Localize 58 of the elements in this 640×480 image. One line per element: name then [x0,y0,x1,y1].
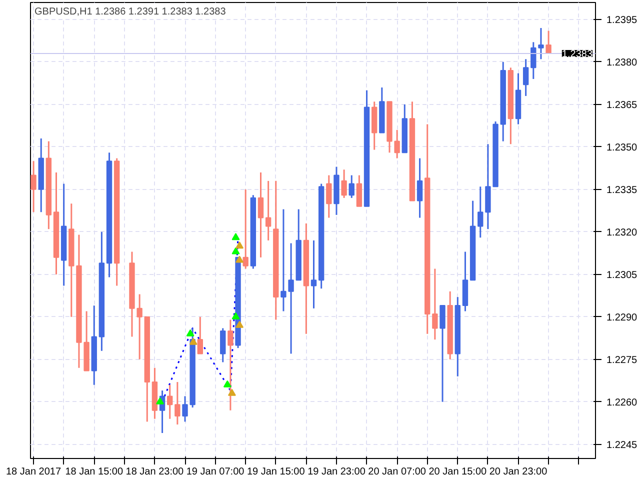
y-tick-label: 1.2245 [606,440,638,451]
point [156,397,164,404]
candlestick [310,240,317,310]
candlestick [288,242,294,354]
y-tick-label: 1.2335 [606,184,638,196]
candlestick [530,41,536,80]
x-tick-label: 20 Jan 07:00 [368,466,426,478]
candlestick [265,180,272,242]
x-tick-label: 18 Jan 23:00 [126,466,184,478]
x-tick-label: 20 Jan 23:00 [489,466,548,478]
candlestick [356,174,362,208]
y-tick-label: 1.2320 [606,227,638,238]
x-tick-label: 19 Jan 07:00 [186,466,245,478]
point [232,247,240,254]
candlestick [167,384,173,420]
candlestick [440,304,446,403]
point [189,338,198,345]
candlestick [341,168,347,199]
candlestick [182,395,188,422]
chart-title: GBPUSD,H1 1.2386 1.2391 1.2383 1.2383 [34,6,226,18]
candlestick [538,27,544,60]
candlestick [326,174,332,219]
point [232,233,240,240]
x-tick-label: 19 Jan 23:00 [308,466,366,478]
point [236,320,244,328]
point [223,380,232,388]
point [236,256,244,263]
y-tick-label: 1.2365 [606,100,638,111]
y-tick-label: 1.2380 [606,57,638,68]
y-tick-label: 1.2275 [606,354,638,366]
candlestick [416,158,423,219]
candlestick [197,316,203,354]
x-tick-label: 20 Jan 15:00 [428,466,488,478]
x-tick-label: 18 Jan 2017 [6,466,62,478]
candlestick [220,327,226,363]
candlestick [258,172,264,258]
candlestick [30,160,36,213]
candlestick [174,381,180,426]
x-tick-label: 18 Jan 15:00 [65,466,124,478]
point [228,388,236,396]
candlestick [280,208,286,312]
point [236,242,244,249]
point [186,329,194,336]
candlestick [394,129,400,160]
candlestick [136,293,142,360]
y-tick-label: 1.2305 [606,270,638,281]
y-tick-label: 1.2395 [606,14,638,26]
candlestick [242,188,248,270]
y-tick-label: 1.2260 [606,397,638,408]
y-tick-label: 1.2350 [606,142,638,154]
x-tick-label: 19 Jan 15:00 [246,466,306,478]
candlestick [478,186,484,238]
candlestick [348,174,354,199]
candlestick [432,268,438,340]
candlestick [546,30,552,54]
candlestick [522,58,529,97]
y-tick-label: 1.2290 [606,312,638,324]
point [232,312,240,320]
